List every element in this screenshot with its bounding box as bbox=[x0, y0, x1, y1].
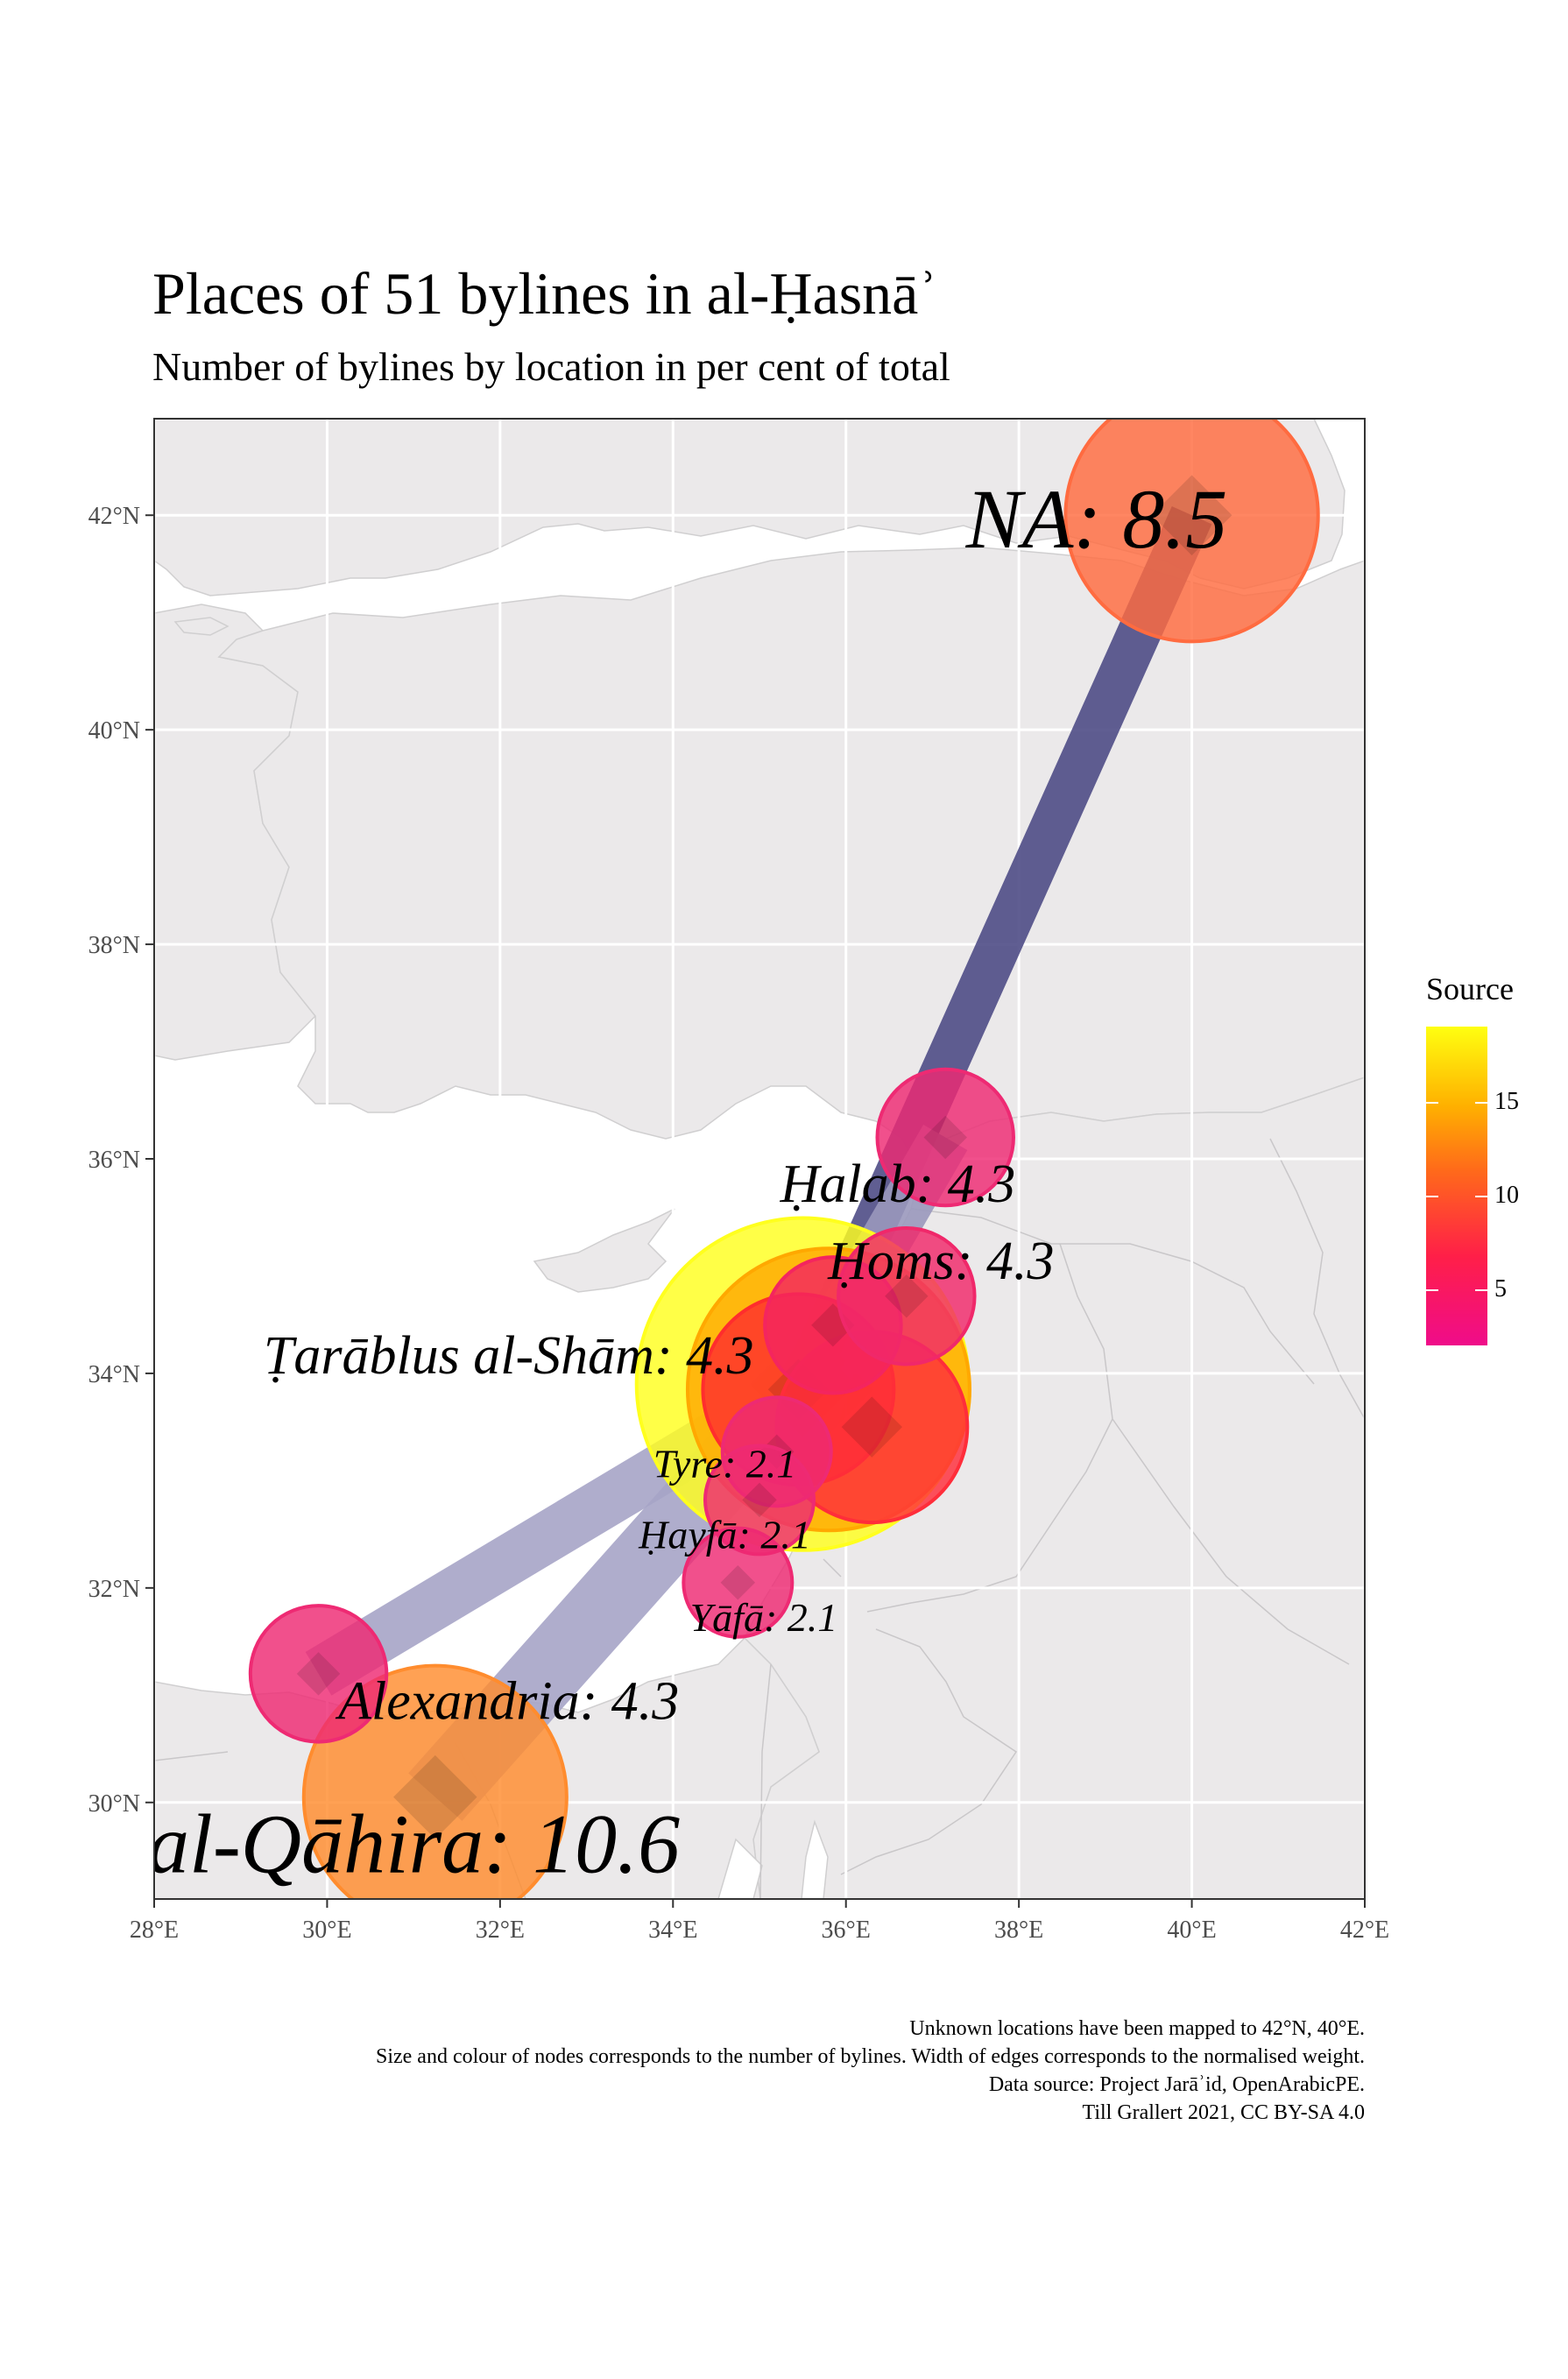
x-axis: 28°E 30°E 32°E 34°E 36°E 38°E 40°E 42°E bbox=[130, 1899, 1389, 1944]
node-label: Ḥoms: 4.3 bbox=[827, 1232, 1054, 1291]
border-lines bbox=[759, 1208, 1350, 1899]
node-label: Ḥayfā: 2.1 bbox=[638, 1513, 811, 1557]
x-tick-label: 38°E bbox=[994, 1917, 1043, 1944]
border-east bbox=[1269, 1138, 1365, 1420]
x-tick-label: 36°E bbox=[822, 1917, 871, 1944]
network-nodes bbox=[248, 419, 1320, 1899]
network-node bbox=[1063, 419, 1320, 644]
x-tick-label: 30°E bbox=[302, 1917, 351, 1944]
node-label: Alexandria: 4.3 bbox=[335, 1671, 679, 1731]
node-label: Ḥalab: 4.3 bbox=[780, 1154, 1016, 1214]
y-tick-label: 40°N bbox=[88, 717, 140, 745]
network-node bbox=[248, 1604, 389, 1744]
legend-tick-label: 15 bbox=[1494, 1087, 1519, 1115]
x-tick-label: 34°E bbox=[648, 1917, 697, 1944]
sea-gulf-aqaba bbox=[801, 1819, 829, 1899]
sea-red-sea bbox=[717, 1838, 763, 1899]
legend-tick-mark bbox=[1475, 1101, 1487, 1104]
map-title: Places of 51 bylines in al-Ḥasnāʾ bbox=[152, 260, 938, 327]
y-tick-label: 30°N bbox=[88, 1790, 140, 1818]
network-node bbox=[301, 1663, 569, 1899]
network-node bbox=[837, 1226, 977, 1366]
y-tick-label: 32°N bbox=[88, 1576, 140, 1603]
caption-line: Size and colour of nodes corresponds to … bbox=[375, 2045, 1365, 2068]
node-label: Yāfā: 2.1 bbox=[690, 1595, 838, 1640]
y-tick-label: 36°N bbox=[88, 1147, 140, 1174]
node-marker bbox=[923, 1115, 967, 1160]
x-tick-label: 42°E bbox=[1340, 1917, 1389, 1944]
legend-colorbar bbox=[1426, 1027, 1487, 1345]
y-tick-label: 38°N bbox=[88, 932, 140, 959]
node-label: Tyre: 2.1 bbox=[653, 1442, 797, 1486]
land-anatolia-east bbox=[217, 547, 1365, 1157]
caption: Unknown locations have been mapped to 42… bbox=[376, 2015, 1365, 2127]
legend-tick-label: 5 bbox=[1494, 1274, 1507, 1302]
node-label: Ṭarāblus al-Shām: 4.3 bbox=[264, 1326, 754, 1386]
y-tick-label: 42°N bbox=[88, 503, 140, 530]
node-marker bbox=[296, 1652, 341, 1696]
node-labels: NA: 8.5 Ḥalab: 4.3 Ḥoms: 4.3 Ṭarāblus al-Sh… bbox=[147, 472, 1228, 1890]
legend-tick-mark bbox=[1475, 1195, 1487, 1197]
caption-line: Data source: Project Jarāʾid, OpenArabic… bbox=[988, 2073, 1365, 2096]
x-tick-label: 28°E bbox=[130, 1917, 179, 1944]
caption-line: Till Grallert 2021, CC BY-SA 4.0 bbox=[1082, 2101, 1366, 2124]
node-marker bbox=[742, 1482, 777, 1518]
legend-tick-mark bbox=[1426, 1288, 1438, 1291]
legend-tick-mark bbox=[1475, 1288, 1487, 1291]
x-tick-label: 32°E bbox=[476, 1917, 525, 1944]
legend-title: Source bbox=[1426, 971, 1514, 1006]
y-axis: 30°N 32°N 34°N 36°N 38°N 40°N 42°N bbox=[88, 503, 154, 1818]
land-cyprus bbox=[533, 1208, 675, 1293]
caption-line: Unknown locations have been mapped to 42… bbox=[909, 2017, 1365, 2040]
node-marker bbox=[885, 1274, 929, 1318]
legend-tick-label: 10 bbox=[1494, 1181, 1519, 1209]
legend-tick-mark bbox=[1426, 1101, 1438, 1104]
map-subtitle: Number of bylines by location in per cen… bbox=[152, 344, 950, 389]
y-tick-label: 34°N bbox=[88, 1361, 140, 1388]
land-anatolia bbox=[154, 419, 1346, 597]
node-label: NA: 8.5 bbox=[965, 472, 1228, 566]
network-node bbox=[875, 1067, 1015, 1208]
node-label: al-Qāhira: 10.6 bbox=[147, 1797, 680, 1890]
legend-tick-mark bbox=[1426, 1195, 1438, 1197]
node-marker bbox=[1151, 475, 1233, 556]
node-marker bbox=[841, 1396, 903, 1458]
node-marker bbox=[720, 1565, 756, 1600]
land-island bbox=[173, 617, 230, 636]
network-node bbox=[682, 1526, 795, 1639]
x-tick-label: 40°E bbox=[1167, 1917, 1216, 1944]
